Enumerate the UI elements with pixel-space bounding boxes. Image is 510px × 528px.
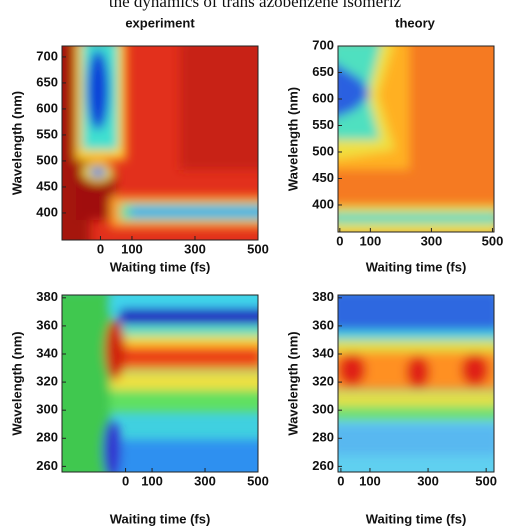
y-tick-label: 650 (312, 64, 334, 79)
plot-frame (61, 45, 259, 241)
x-axis-label: Waiting time (fs) (110, 511, 211, 526)
y-tick-label: 260 (312, 458, 334, 473)
y-axis-label: Wavelength (nm) (9, 91, 24, 195)
heatmap-image (62, 46, 258, 240)
x-axis-label: Waiting time (fs) (366, 259, 467, 274)
y-tick-label: 280 (36, 430, 58, 445)
y-tick-label: 260 (36, 458, 58, 473)
y-tick-label: 400 (36, 204, 58, 219)
x-tick-label: 0 (122, 473, 129, 488)
y-tick-label: 450 (36, 178, 58, 193)
heatmap-image (338, 295, 494, 472)
x-axis-label: Waiting time (fs) (110, 259, 211, 274)
panel-title: theory (395, 15, 436, 30)
y-tick-label: 700 (36, 48, 58, 63)
y-tick-label: 320 (36, 374, 58, 389)
x-tick-label: 300 (194, 473, 216, 488)
y-tick-label: 600 (36, 100, 58, 115)
x-tick-label: 500 (247, 473, 269, 488)
y-tick-label: 340 (36, 345, 58, 360)
y-axis-label: Wavelength (nm) (285, 87, 300, 191)
y-tick-label: 550 (312, 117, 334, 132)
x-tick-label: 300 (421, 233, 443, 248)
y-tick-label: 500 (36, 152, 58, 167)
caption-fragment: the dynamics of trans azobenzene isomeri… (109, 0, 402, 11)
y-tick-label: 280 (312, 430, 334, 445)
y-tick-label: 600 (312, 90, 334, 105)
y-tick-label: 400 (312, 196, 334, 211)
y-tick-label: 550 (36, 126, 58, 141)
y-tick-label: 300 (312, 402, 334, 417)
plot-frame (337, 45, 495, 233)
x-tick-label: 100 (359, 473, 381, 488)
heatmap-image (338, 46, 494, 232)
heatmap-image (62, 295, 258, 472)
y-tick-label: 340 (312, 345, 334, 360)
panel-title: experiment (125, 15, 195, 30)
y-tick-label: 380 (312, 289, 334, 304)
x-tick-label: 0 (337, 473, 344, 488)
y-tick-label: 320 (312, 374, 334, 389)
x-tick-label: 100 (121, 241, 143, 256)
x-axis-label: Waiting time (fs) (366, 511, 467, 526)
x-tick-label: 100 (360, 233, 382, 248)
y-tick-label: 360 (312, 317, 334, 332)
x-tick-label: 500 (247, 241, 269, 256)
x-tick-label: 300 (184, 241, 206, 256)
y-tick-label: 500 (312, 143, 334, 158)
x-tick-label: 0 (336, 233, 343, 248)
x-tick-label: 0 (97, 241, 104, 256)
plot-frame (61, 294, 259, 473)
y-axis-label: Wavelength (nm) (285, 331, 300, 435)
x-tick-label: 100 (141, 473, 163, 488)
y-axis-label: Wavelength (nm) (9, 331, 24, 435)
y-tick-label: 360 (36, 317, 58, 332)
plot-frame (337, 294, 495, 473)
y-tick-label: 650 (36, 74, 58, 89)
x-tick-label: 500 (482, 233, 504, 248)
x-tick-label: 500 (475, 473, 497, 488)
y-tick-label: 300 (36, 402, 58, 417)
y-tick-label: 450 (312, 170, 334, 185)
y-tick-label: 700 (312, 37, 334, 52)
y-tick-label: 380 (36, 289, 58, 304)
x-tick-label: 300 (417, 473, 439, 488)
